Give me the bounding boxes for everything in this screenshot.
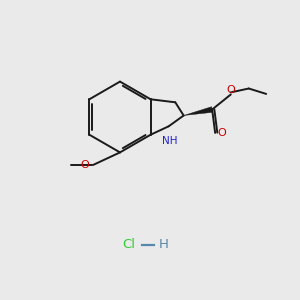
Text: H: H — [159, 238, 168, 251]
Text: Cl: Cl — [122, 238, 135, 251]
Text: O: O — [226, 85, 235, 95]
Text: NH: NH — [162, 136, 177, 146]
Polygon shape — [184, 107, 213, 116]
Text: O: O — [80, 160, 89, 170]
Text: O: O — [218, 128, 226, 139]
